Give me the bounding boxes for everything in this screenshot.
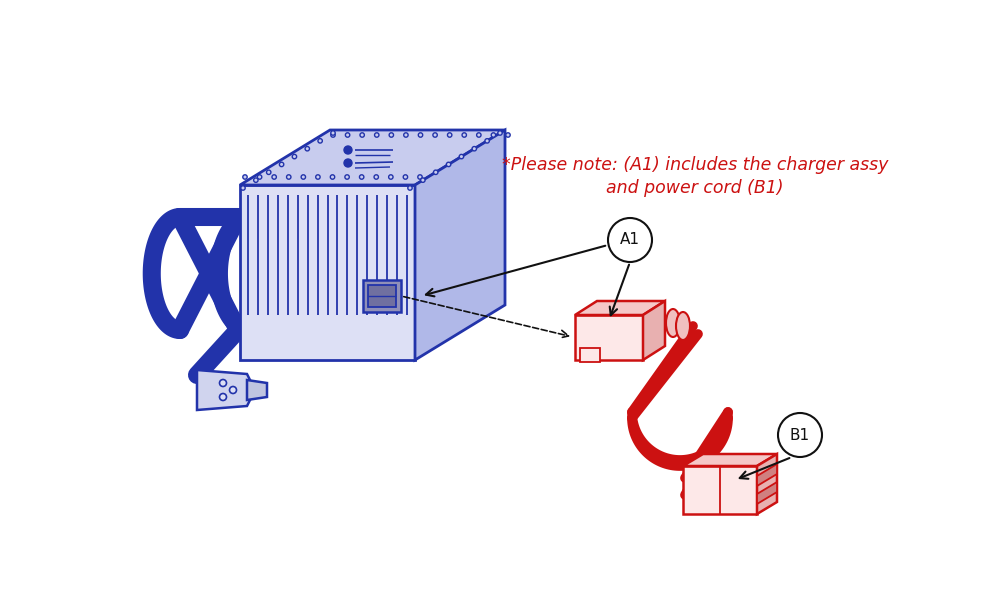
Circle shape	[498, 131, 502, 135]
Circle shape	[220, 379, 226, 386]
Text: *Please note: (A1) includes the charger assy: *Please note: (A1) includes the charger …	[502, 156, 888, 174]
Text: and power cord (B1): and power cord (B1)	[606, 179, 784, 197]
Polygon shape	[757, 464, 777, 486]
Polygon shape	[368, 285, 396, 307]
Polygon shape	[247, 380, 267, 400]
Circle shape	[375, 133, 379, 137]
Circle shape	[485, 138, 489, 143]
Circle shape	[389, 133, 394, 137]
Circle shape	[477, 133, 481, 137]
Circle shape	[433, 133, 437, 137]
Polygon shape	[643, 301, 665, 360]
Circle shape	[220, 394, 226, 400]
Circle shape	[608, 218, 652, 262]
Circle shape	[418, 175, 422, 179]
Circle shape	[241, 186, 245, 190]
Circle shape	[345, 175, 349, 179]
Circle shape	[267, 170, 271, 175]
Polygon shape	[757, 454, 777, 514]
Circle shape	[359, 175, 364, 179]
Circle shape	[418, 133, 423, 137]
Circle shape	[778, 413, 822, 457]
Circle shape	[344, 159, 352, 167]
Circle shape	[360, 133, 364, 137]
Circle shape	[403, 175, 408, 179]
Circle shape	[305, 146, 309, 151]
Ellipse shape	[676, 312, 690, 340]
Ellipse shape	[666, 309, 680, 337]
Circle shape	[243, 175, 247, 179]
Circle shape	[491, 133, 496, 137]
Circle shape	[374, 175, 378, 179]
Circle shape	[316, 175, 320, 179]
Polygon shape	[580, 348, 600, 362]
Circle shape	[404, 133, 408, 137]
Circle shape	[287, 175, 291, 179]
Circle shape	[230, 386, 237, 394]
Circle shape	[421, 178, 425, 182]
Polygon shape	[240, 130, 505, 185]
Circle shape	[459, 154, 464, 159]
Circle shape	[345, 133, 350, 137]
Circle shape	[318, 138, 322, 143]
Circle shape	[446, 162, 451, 167]
Circle shape	[272, 175, 276, 179]
Polygon shape	[575, 301, 665, 315]
Text: B1: B1	[790, 427, 810, 443]
Text: A1: A1	[620, 232, 640, 247]
Circle shape	[257, 175, 262, 179]
Polygon shape	[240, 185, 415, 360]
Circle shape	[408, 186, 412, 190]
Polygon shape	[197, 370, 255, 410]
Circle shape	[301, 175, 306, 179]
Circle shape	[254, 178, 258, 182]
Circle shape	[344, 146, 352, 154]
Circle shape	[331, 131, 335, 135]
Circle shape	[447, 133, 452, 137]
Circle shape	[292, 154, 297, 159]
Circle shape	[389, 175, 393, 179]
Polygon shape	[575, 315, 643, 360]
Polygon shape	[757, 482, 777, 504]
Circle shape	[331, 133, 335, 137]
Polygon shape	[683, 454, 777, 466]
Circle shape	[472, 146, 476, 151]
Circle shape	[279, 162, 284, 167]
Circle shape	[434, 170, 438, 175]
Circle shape	[506, 133, 510, 137]
Polygon shape	[683, 466, 757, 514]
Polygon shape	[415, 130, 505, 360]
Circle shape	[330, 175, 335, 179]
Polygon shape	[363, 280, 401, 312]
Circle shape	[462, 133, 466, 137]
